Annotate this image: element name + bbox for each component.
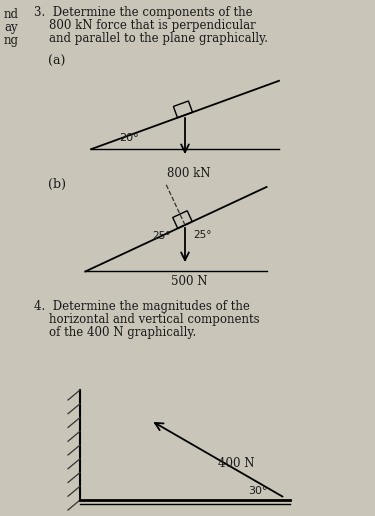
- Text: 25°: 25°: [193, 230, 211, 240]
- Text: ng: ng: [4, 34, 19, 47]
- Text: 3.  Determine the components of the: 3. Determine the components of the: [34, 6, 253, 19]
- Text: 800 kN force that is perpendicular: 800 kN force that is perpendicular: [34, 19, 256, 32]
- Text: 25°: 25°: [152, 231, 171, 241]
- Text: 4.  Determine the magnitudes of the: 4. Determine the magnitudes of the: [34, 300, 250, 313]
- Text: of the 400 N graphically.: of the 400 N graphically.: [34, 326, 196, 339]
- Text: 500 N: 500 N: [171, 275, 207, 288]
- Text: 20°: 20°: [119, 133, 139, 143]
- Text: 400 N: 400 N: [217, 457, 254, 470]
- Text: and parallel to the plane graphically.: and parallel to the plane graphically.: [34, 32, 268, 45]
- Text: nd: nd: [4, 8, 19, 21]
- Text: ay: ay: [4, 21, 18, 34]
- Text: horizontal and vertical components: horizontal and vertical components: [34, 313, 260, 326]
- Text: (a): (a): [48, 55, 65, 68]
- Text: 800 kN: 800 kN: [167, 167, 211, 180]
- Text: 30°: 30°: [248, 486, 267, 496]
- Text: (b): (b): [48, 178, 66, 191]
